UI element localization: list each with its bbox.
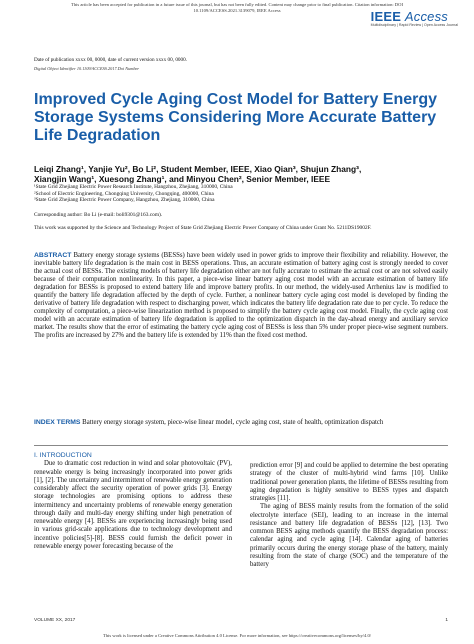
authors-line-1: Leiqi Zhang¹, Yanjie Yu², Bo Li², Studen…	[34, 164, 362, 174]
logo-ieee-text: IEEE	[370, 9, 402, 24]
introduction-paragraph-1-cont: prediction error [9] and could be applie…	[250, 462, 448, 502]
publication-dates: Date of publication xxxx 00, 0000, date …	[34, 57, 187, 63]
section-divider	[34, 445, 448, 446]
doi-line: Digital Object Identifier 10.1109/ACCESS…	[34, 66, 140, 71]
abstract-label: ABSTRACT	[34, 252, 72, 259]
affiliations: ¹State Grid Zhejiang Electric Power Rese…	[34, 184, 233, 204]
ieee-access-logo: IEEE Access Multidisciplinary | Rapid Re…	[371, 9, 458, 27]
author-list: Leiqi Zhang¹, Yanjie Yu², Bo Li², Studen…	[34, 164, 454, 184]
affiliation-3: ³State Grid Zhejiang Electric Power Comp…	[34, 197, 215, 204]
publication-notice: This article has been accepted for publi…	[0, 2, 474, 14]
publication-notice-line2: 10.1109/ACCESS.2021.3139079, IEEE Access	[193, 8, 281, 13]
abstract: ABSTRACT Battery energy storage systems …	[34, 252, 448, 340]
index-terms: INDEX TERMS Battery energy storage syste…	[34, 419, 448, 427]
index-terms-text: Battery energy storage system, piece-wis…	[82, 419, 384, 426]
logo-access-text: Access	[404, 9, 448, 24]
body-left-column: I. INTRODUCTION Due to dramatic cost red…	[34, 452, 232, 551]
body-right-column: prediction error [9] and could be applie…	[250, 462, 448, 569]
funding-statement: This work was supported by the Science a…	[34, 225, 372, 231]
publication-notice-line1: This article has been accepted for publi…	[71, 2, 403, 7]
volume-label: VOLUME XX, 2017	[34, 618, 76, 623]
page-number: 1	[445, 618, 448, 623]
introduction-heading: I. INTRODUCTION	[34, 452, 92, 459]
logo-tagline: Multidisciplinary | Rapid Review | Open …	[370, 23, 458, 27]
affiliation-1: ¹State Grid Zhejiang Electric Power Rese…	[34, 184, 233, 190]
abstract-text: Battery energy storage systems (BESSs) h…	[34, 252, 448, 339]
paper-title: Improved Cycle Aging Cost Model for Batt…	[34, 91, 438, 144]
corresponding-author: Corresponding author: Bo Li (e-mail: bol…	[34, 212, 163, 218]
index-terms-label: INDEX TERMS	[34, 419, 81, 426]
license-notice: This work is licensed under a Creative C…	[102, 633, 372, 638]
introduction-paragraph-2: The aging of BESS mainly results from th…	[250, 503, 448, 568]
introduction-paragraph-1: Due to dramatic cost reduction in wind a…	[34, 460, 232, 550]
affiliation-2: ²School of Electric Engineering, Chongqi…	[34, 190, 214, 197]
authors-line-2: Xiangjin Wang¹, Xuesong Zhang¹, and Miny…	[34, 174, 331, 184]
